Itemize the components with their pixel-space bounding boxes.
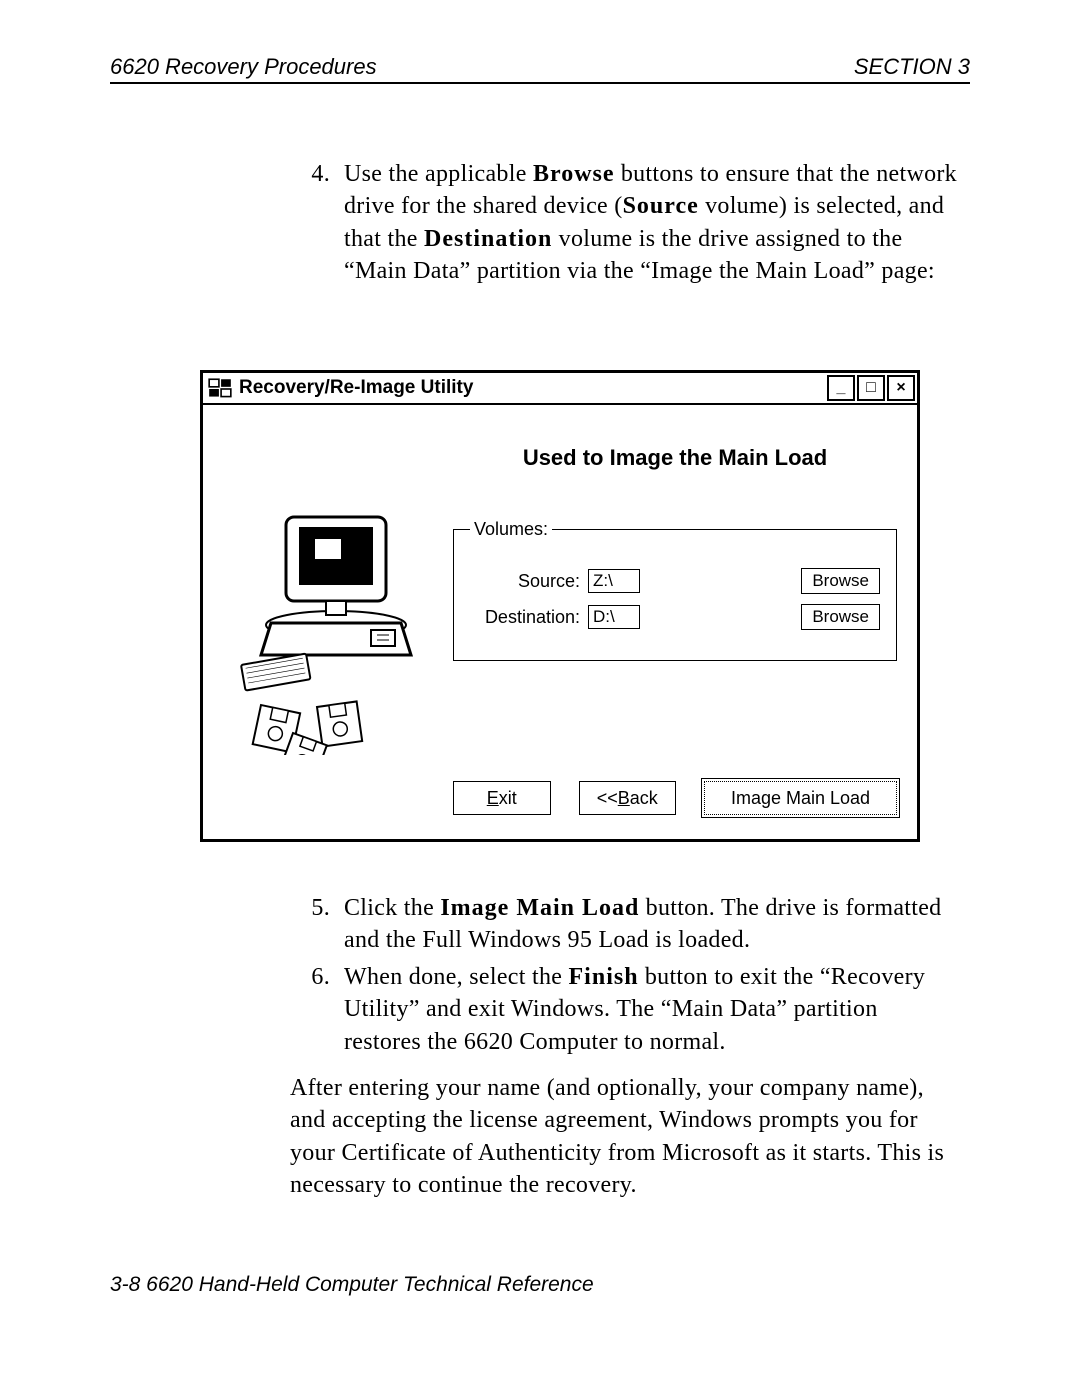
- browse-destination-button[interactable]: Browse: [801, 604, 880, 630]
- step-5-number: 5.: [290, 892, 344, 957]
- step-6: 6. When done, select the Finish button t…: [290, 961, 960, 1058]
- window-title: Recovery/Re-Image Utility: [237, 377, 825, 399]
- computer-clipart-icon: [231, 505, 441, 755]
- header-right: SECTION 3: [854, 54, 970, 80]
- exit-button[interactable]: Exit: [453, 781, 551, 815]
- header-left: 6620 Recovery Procedures: [110, 54, 377, 80]
- titlebar[interactable]: Recovery/Re-Image Utility _ □ ×: [203, 373, 917, 405]
- dialog-heading: Used to Image the Main Load: [453, 445, 897, 471]
- maximize-button[interactable]: □: [857, 375, 885, 401]
- closing-paragraph: After entering your name (and optionally…: [290, 1072, 960, 1202]
- step-4-number: 4.: [290, 158, 344, 288]
- source-label: Source:: [470, 571, 588, 592]
- destination-label: Destination:: [470, 607, 588, 628]
- volumes-group: Volumes: Source: Browse Destination: Bro…: [453, 519, 897, 661]
- step-5: 5. Click the Image Main Load button. The…: [290, 892, 960, 957]
- back-button[interactable]: << Back: [579, 781, 677, 815]
- volumes-legend: Volumes:: [470, 519, 552, 540]
- step-4-text: Use the applicable Browse buttons to ens…: [344, 158, 960, 288]
- browse-source-button[interactable]: Browse: [801, 568, 880, 594]
- header-rule: [110, 82, 970, 84]
- page-footer: 3-8 6620 Hand-Held Computer Technical Re…: [110, 1273, 594, 1297]
- step-4: 4. Use the applicable Browse buttons to …: [290, 158, 960, 288]
- destination-input[interactable]: [588, 605, 640, 629]
- minimize-button[interactable]: _: [827, 375, 855, 401]
- step-5-text: Click the Image Main Load button. The dr…: [344, 892, 960, 957]
- recovery-dialog: Recovery/Re-Image Utility _ □ ×: [200, 370, 920, 842]
- app-icon: [207, 377, 233, 399]
- step-6-text: When done, select the Finish button to e…: [344, 961, 960, 1058]
- image-main-load-button[interactable]: Image Main Load: [704, 781, 897, 815]
- step-6-number: 6.: [290, 961, 344, 1058]
- source-input[interactable]: [588, 569, 640, 593]
- close-button[interactable]: ×: [887, 375, 915, 401]
